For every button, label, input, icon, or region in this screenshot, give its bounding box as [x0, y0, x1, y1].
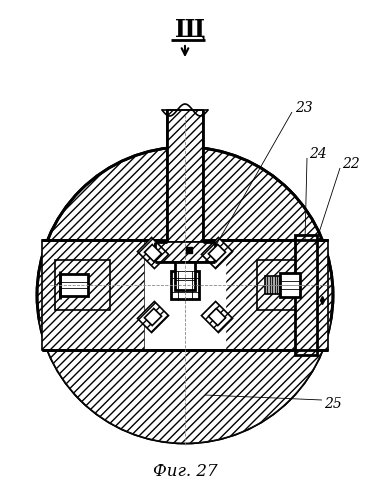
Polygon shape	[167, 110, 203, 242]
Text: Фиг. 27: Фиг. 27	[153, 464, 217, 481]
Polygon shape	[144, 245, 161, 261]
Polygon shape	[202, 238, 233, 268]
Polygon shape	[171, 271, 199, 299]
Polygon shape	[137, 238, 169, 268]
Polygon shape	[42, 240, 328, 350]
Polygon shape	[55, 260, 110, 310]
Polygon shape	[209, 245, 226, 261]
Polygon shape	[175, 262, 195, 290]
Polygon shape	[155, 242, 215, 262]
Polygon shape	[209, 308, 226, 325]
Polygon shape	[144, 308, 161, 325]
Polygon shape	[295, 235, 317, 355]
Text: Щ: Щ	[175, 18, 205, 42]
Polygon shape	[202, 301, 233, 332]
Polygon shape	[42, 240, 145, 350]
Polygon shape	[257, 260, 315, 310]
Polygon shape	[280, 273, 300, 297]
Text: 25: 25	[324, 397, 342, 411]
Polygon shape	[145, 240, 225, 350]
Polygon shape	[39, 321, 331, 443]
Text: 23: 23	[295, 101, 313, 115]
Text: 22: 22	[342, 157, 360, 171]
Text: 24: 24	[309, 147, 327, 161]
Circle shape	[37, 147, 333, 443]
Polygon shape	[225, 240, 328, 350]
Polygon shape	[265, 276, 280, 294]
Polygon shape	[60, 274, 88, 296]
Polygon shape	[137, 301, 169, 332]
